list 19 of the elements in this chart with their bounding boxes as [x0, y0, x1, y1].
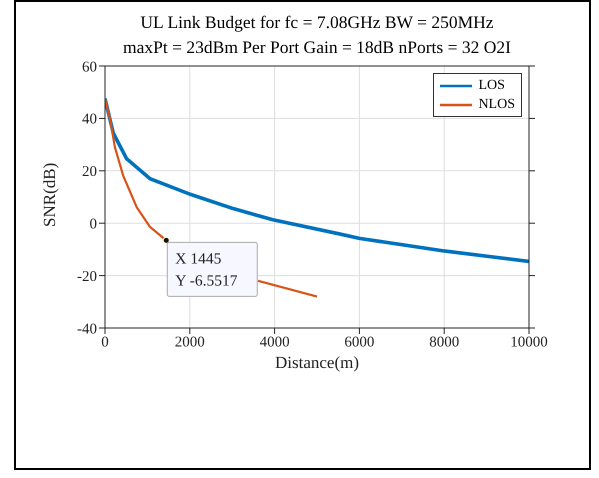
y-tick-label: -20: [77, 268, 97, 285]
legend-label: LOS: [478, 77, 505, 95]
x-tick-label: 10000: [510, 334, 548, 351]
y-tick-label: 20: [82, 164, 97, 180]
x-axis-title: Distance(m): [274, 353, 360, 372]
y-axis-title: SNR(dB): [40, 162, 60, 227]
y-tick-label: 0: [90, 216, 97, 233]
chart-title: UL Link Budget for fc = 7.08GHz BW = 250MHz maxPt = 23dBm Per Port Gain = 18dB nPorts = 32 O2I: [122, 11, 512, 59]
x-tick-label: 8000: [429, 334, 460, 351]
x-tick-label: 4000: [260, 334, 290, 351]
y-tick-label: 40: [82, 112, 97, 128]
annotation: X 1445 Y -6.5517: [175, 250, 238, 290]
x-tick-label: 0: [101, 334, 109, 351]
x-tick-label: 6000: [344, 334, 374, 351]
x-tick-label: 2000: [174, 334, 205, 351]
y-tick-label: 60: [82, 59, 97, 76]
legend-label: NLOS: [478, 96, 515, 114]
line-series: [105, 96, 529, 264]
y-tick-label: -40: [77, 321, 97, 338]
